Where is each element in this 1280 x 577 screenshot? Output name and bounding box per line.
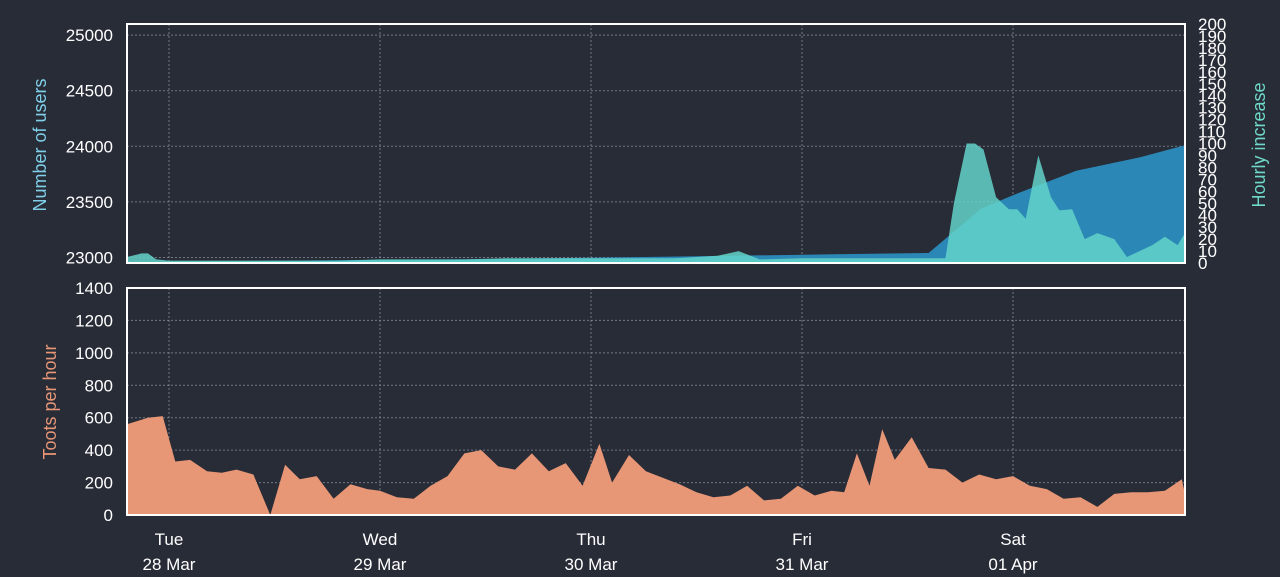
hourly-ytick-label: 40	[1198, 206, 1217, 225]
toots-ytick-label: 400	[85, 441, 113, 460]
hourly-ytick-label: 0	[1198, 254, 1207, 273]
hourly-yaxis-ticks: 0102030405060708090100110120130140150160…	[1198, 15, 1226, 273]
x-tick-day: Wed	[363, 530, 398, 549]
users-axis-label: Number of users	[30, 78, 50, 211]
x-tick-date: 28 Mar	[143, 555, 196, 574]
users-ytick-label: 23000	[66, 248, 113, 267]
hourly-ytick-label: 90	[1198, 146, 1217, 165]
hourly-ytick-label: 50	[1198, 194, 1217, 213]
users-panel: 23000 23500 24000 24500 25000 01020304050607…	[30, 15, 1269, 273]
users-ytick-label: 25000	[66, 26, 113, 45]
users-panel-frame	[126, 23, 1186, 264]
hourly-ytick-label: 190	[1198, 27, 1226, 46]
hourly-ytick-label: 150	[1198, 75, 1226, 94]
hourly-ytick-label: 140	[1198, 87, 1226, 106]
toots-area	[126, 284, 1185, 515]
x-tick-date: 31 Mar	[776, 555, 829, 574]
hourly-ytick-label: 180	[1198, 39, 1226, 58]
hourly-ytick-label: 110	[1198, 123, 1225, 142]
x-tick-day: Sat	[1000, 530, 1026, 549]
toots-ytick-label: 1400	[75, 279, 113, 298]
x-tick-day: Fri	[792, 530, 812, 549]
hourly-axis-label: Hourly increase	[1249, 82, 1269, 207]
x-axis-ticks: Tue 28 Mar Wed 29 Mar Thu 30 Mar Fri 31 Mar Sat 0…	[143, 530, 1038, 574]
x-tick-day: Tue	[155, 530, 184, 549]
hourly-ytick-label: 60	[1198, 182, 1217, 201]
toots-panel: 0 200 400 600 800 1000 1200 1400 Toots per hour	[40, 279, 1186, 525]
hourly-ytick-label: 30	[1198, 218, 1217, 237]
hourly-ytick-label: 20	[1198, 230, 1217, 249]
hourly-ytick-label: 200	[1198, 15, 1226, 34]
hourly-ytick-label: 100	[1198, 135, 1226, 154]
users-ytick-label: 23500	[66, 193, 113, 212]
users-yaxis-ticks: 23000 23500 24000 24500 25000	[66, 26, 113, 267]
x-tick-date: 29 Mar	[354, 555, 407, 574]
users-ytick-label: 24000	[66, 137, 113, 156]
toots-ytick-label: 200	[85, 474, 113, 493]
toots-ytick-label: 600	[85, 409, 113, 428]
x-tick-date: 30 Mar	[565, 555, 618, 574]
hourly-ytick-label: 130	[1198, 99, 1226, 118]
toots-panel-frame	[126, 287, 1186, 516]
hourly-ytick-label: 10	[1198, 242, 1217, 261]
toots-yaxis-ticks: 0 200 400 600 800 1000 1200 1400	[75, 279, 113, 525]
toots-axis-label: Toots per hour	[40, 344, 60, 459]
toots-ytick-label: 1200	[75, 311, 113, 330]
hourly-ytick-label: 80	[1198, 158, 1217, 177]
hourly-increase-area	[126, 143, 1185, 263]
hourly-ytick-label: 120	[1198, 111, 1226, 130]
x-tick-day: Thu	[576, 530, 605, 549]
hourly-ytick-label: 70	[1198, 170, 1217, 189]
x-tick-date: 01 Apr	[988, 555, 1037, 574]
toots-ytick-label: 800	[85, 376, 113, 395]
toots-ytick-label: 0	[104, 506, 113, 525]
hourly-ytick-label: 160	[1198, 63, 1226, 82]
toots-ytick-label: 1000	[75, 344, 113, 363]
hourly-ytick-label: 170	[1198, 51, 1226, 70]
users-ytick-label: 24500	[66, 82, 113, 101]
